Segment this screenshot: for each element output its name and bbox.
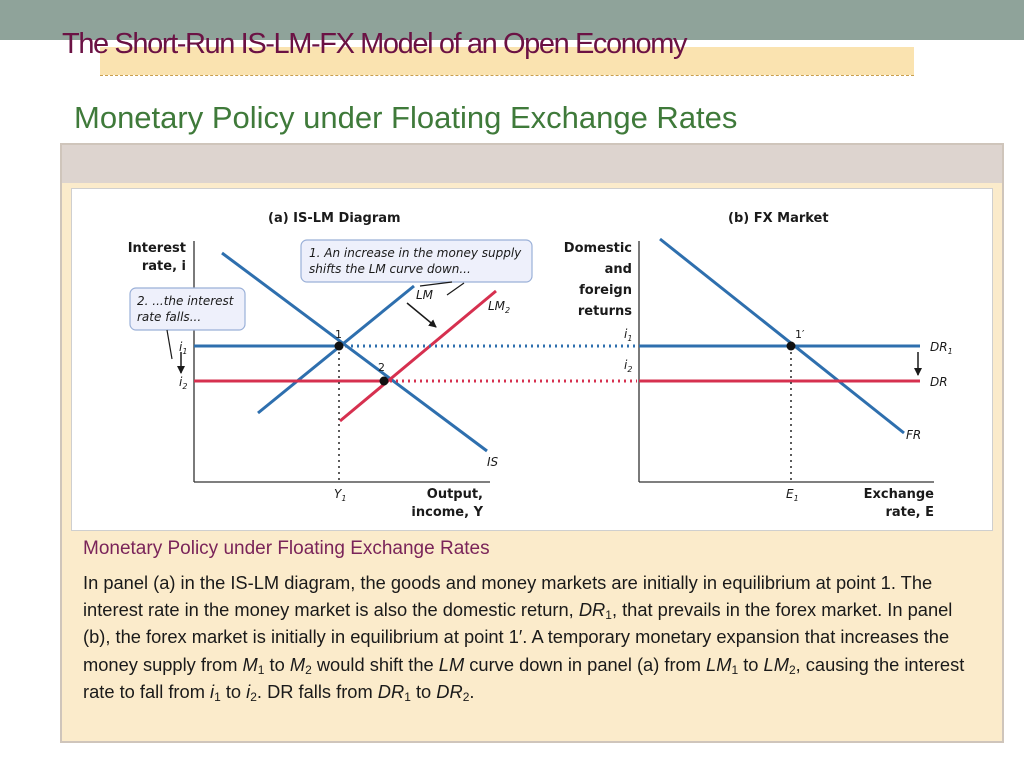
panel-b-title: (b) FX Market: [728, 211, 829, 226]
caption-text: DR: [377, 680, 405, 702]
caption-subscript: 1: [605, 608, 612, 623]
panel-b-y-label-line2: and: [605, 262, 632, 277]
title-highlight-band: [100, 47, 914, 75]
caption-text: M: [289, 653, 306, 675]
dr1-curve-label: DR1: [930, 340, 953, 356]
lm-curve-label: LM: [416, 288, 434, 302]
caption-text: curve down in panel (a) from: [464, 653, 707, 675]
panel-a-y-label-line1: Interest: [128, 241, 186, 256]
caption-text: DR: [578, 599, 606, 621]
caption-subscript: 2: [305, 662, 312, 677]
callout-money-supply-line2: shifts the LM curve down...: [309, 262, 471, 276]
callout-interest-falls-line2: rate falls...: [137, 310, 201, 324]
caption-text: to: [410, 680, 437, 702]
caption-body: In panel (a) in the IS-LM diagram, the g…: [83, 569, 983, 705]
figure-frame: (a) IS-LM Diagram Interest rate, i 1: [60, 143, 1004, 743]
is-curve-label: IS: [487, 455, 499, 469]
caption-subscript: 2: [788, 662, 796, 677]
caption-subscript: 1: [404, 689, 411, 704]
panel-a-x-label-line1: Output,: [427, 487, 483, 502]
panel-b-y-label-line4: returns: [578, 304, 632, 319]
slide-subtitle: Monetary Policy under Floating Exchange …: [74, 100, 738, 135]
point-2-label: 2: [378, 361, 385, 374]
panel-b-i1-label: i1: [624, 327, 632, 343]
callout-1-leader: [419, 281, 453, 287]
panel-a-x-label-line2: income, Y: [411, 505, 483, 520]
caption-subscript: 2: [462, 689, 470, 704]
callout-interest-falls-line1: 2. ...the interest: [137, 294, 235, 308]
caption-text: , that prevails in the forex market. In …: [83, 599, 953, 675]
caption-text: would shift the: [311, 653, 439, 675]
point-1: [334, 341, 344, 351]
is-curve: [221, 251, 488, 453]
caption-text: LM: [763, 653, 789, 675]
caption-text: . DR falls from: [256, 680, 378, 702]
point-1-label: 1: [335, 328, 342, 341]
panel-a-title: (a) IS-LM Diagram: [268, 211, 401, 226]
fr-curve-label: FR: [906, 428, 921, 442]
caption-text: LM: [438, 653, 465, 675]
caption-text: to: [264, 653, 290, 675]
shift-down-arrow: [406, 302, 437, 328]
slide-title: The Short-Run IS-LM-FX Model of an Open …: [62, 28, 687, 60]
panel-b-e1-label: E1: [786, 487, 799, 503]
caption-text: to: [220, 680, 247, 702]
caption-subscript: 2: [250, 689, 257, 704]
panel-a-i1-label: i1: [179, 340, 187, 356]
caption-subscript: 1: [257, 662, 265, 677]
caption-title: Monetary Policy under Floating Exchange …: [83, 538, 490, 559]
diagram-svg: (a) IS-LM Diagram Interest rate, i 1: [128, 211, 953, 520]
panel-b-y-label-line3: foreign: [579, 283, 632, 298]
caption-text: LM: [706, 653, 732, 675]
panel-a-i2-label: i2: [179, 375, 187, 391]
caption-subscript: 1: [214, 689, 221, 704]
point-2: [379, 376, 389, 386]
caption-text: i: [210, 680, 215, 702]
panel-a-y1-label: Y1: [334, 487, 346, 503]
point-1-prime-label: 1′: [795, 328, 805, 341]
caption-text: DR: [436, 680, 463, 702]
dr-curve-label: DR: [930, 375, 948, 389]
title-dashed-rule: [100, 75, 914, 76]
callout-1-leader-b: [446, 282, 465, 296]
callout-interest-falls: [129, 287, 246, 331]
caption-text: , causing the interest rate to fall from: [83, 653, 965, 702]
lm2-curve-label: LM2: [488, 299, 510, 315]
callout-money-supply-line1: 1. An increase in the money supply: [309, 246, 522, 260]
panel-b-x-label-line1: Exchange: [864, 487, 935, 502]
caption-text: M: [242, 653, 258, 675]
panel-b-y-label-line1: Domestic: [564, 241, 632, 256]
is-lm-fx-diagram: (a) IS-LM Diagram Interest rate, i 1: [71, 188, 993, 531]
callout-money-supply: [300, 239, 533, 283]
lm2-curve: [339, 289, 497, 423]
caption-text: In panel (a) in the IS-LM diagram, the g…: [83, 572, 933, 621]
fr-curve: [659, 237, 905, 435]
caption-text: i: [246, 680, 251, 702]
lm1-curve: [257, 284, 415, 415]
caption-text: .: [469, 680, 475, 702]
panel-b-x-label-line2: rate, E: [885, 505, 934, 520]
caption-text: to: [738, 653, 764, 675]
top-bar: [0, 0, 1024, 40]
panel-b-i2-label: i2: [624, 358, 632, 374]
panel-a-y-label-line2: rate, i: [142, 259, 186, 274]
callout-2-leader: [166, 329, 173, 360]
frame-header-strip: [62, 145, 1002, 183]
point-1-prime: [786, 341, 796, 351]
caption-subscript: 1: [731, 662, 739, 677]
